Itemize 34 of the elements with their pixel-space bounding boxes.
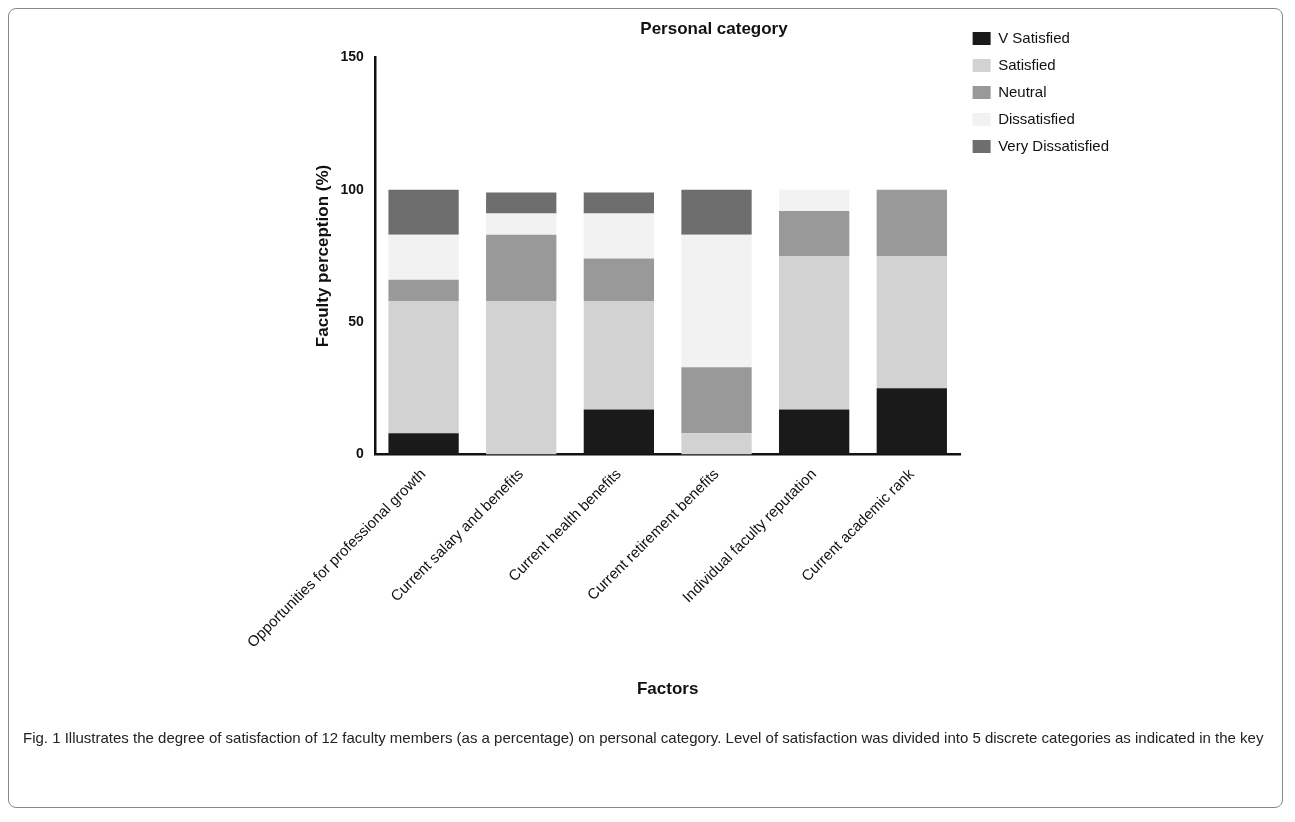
bar [779, 210, 850, 256]
bar [876, 189, 947, 256]
bar [779, 189, 850, 211]
chart-title: Personal category [640, 18, 789, 38]
legend-label: Neutral [998, 82, 1047, 100]
bar [486, 234, 557, 301]
bar [486, 300, 557, 455]
bar [583, 213, 655, 259]
bar [583, 300, 655, 410]
y-tick-label: 100 [340, 180, 364, 197]
bar [486, 192, 557, 214]
bar [779, 255, 850, 410]
bar [681, 234, 752, 368]
x-axis-title: Factors [636, 679, 699, 699]
y-axis-title: Faculty perception (%) [312, 164, 332, 348]
y-tick-label: 0 [355, 445, 364, 462]
bar [388, 279, 459, 301]
legend-label: Dissatisfied [998, 109, 1075, 127]
bar [681, 367, 752, 434]
bar [486, 213, 557, 235]
y-tick-label: 50 [348, 313, 364, 330]
bar [876, 255, 947, 389]
bar [388, 189, 459, 235]
bar [583, 192, 655, 214]
bar [388, 234, 459, 280]
caption: Fig. 1 Illustrates the degree of satisfaction of 12 faculty members (as a percentage) on personal category. Level of satisfaction was divided into 5 discrete categories as indicated in the key [23, 728, 1265, 748]
bar [681, 189, 752, 235]
legend-label: V Satisfied [998, 28, 1070, 46]
legend-label: Very Dissatisfied [998, 136, 1109, 154]
bar [681, 433, 752, 455]
bar [583, 258, 655, 301]
y-tick-label: 150 [340, 48, 364, 65]
legend-label: Satisfied [998, 55, 1056, 73]
bar [388, 300, 459, 434]
